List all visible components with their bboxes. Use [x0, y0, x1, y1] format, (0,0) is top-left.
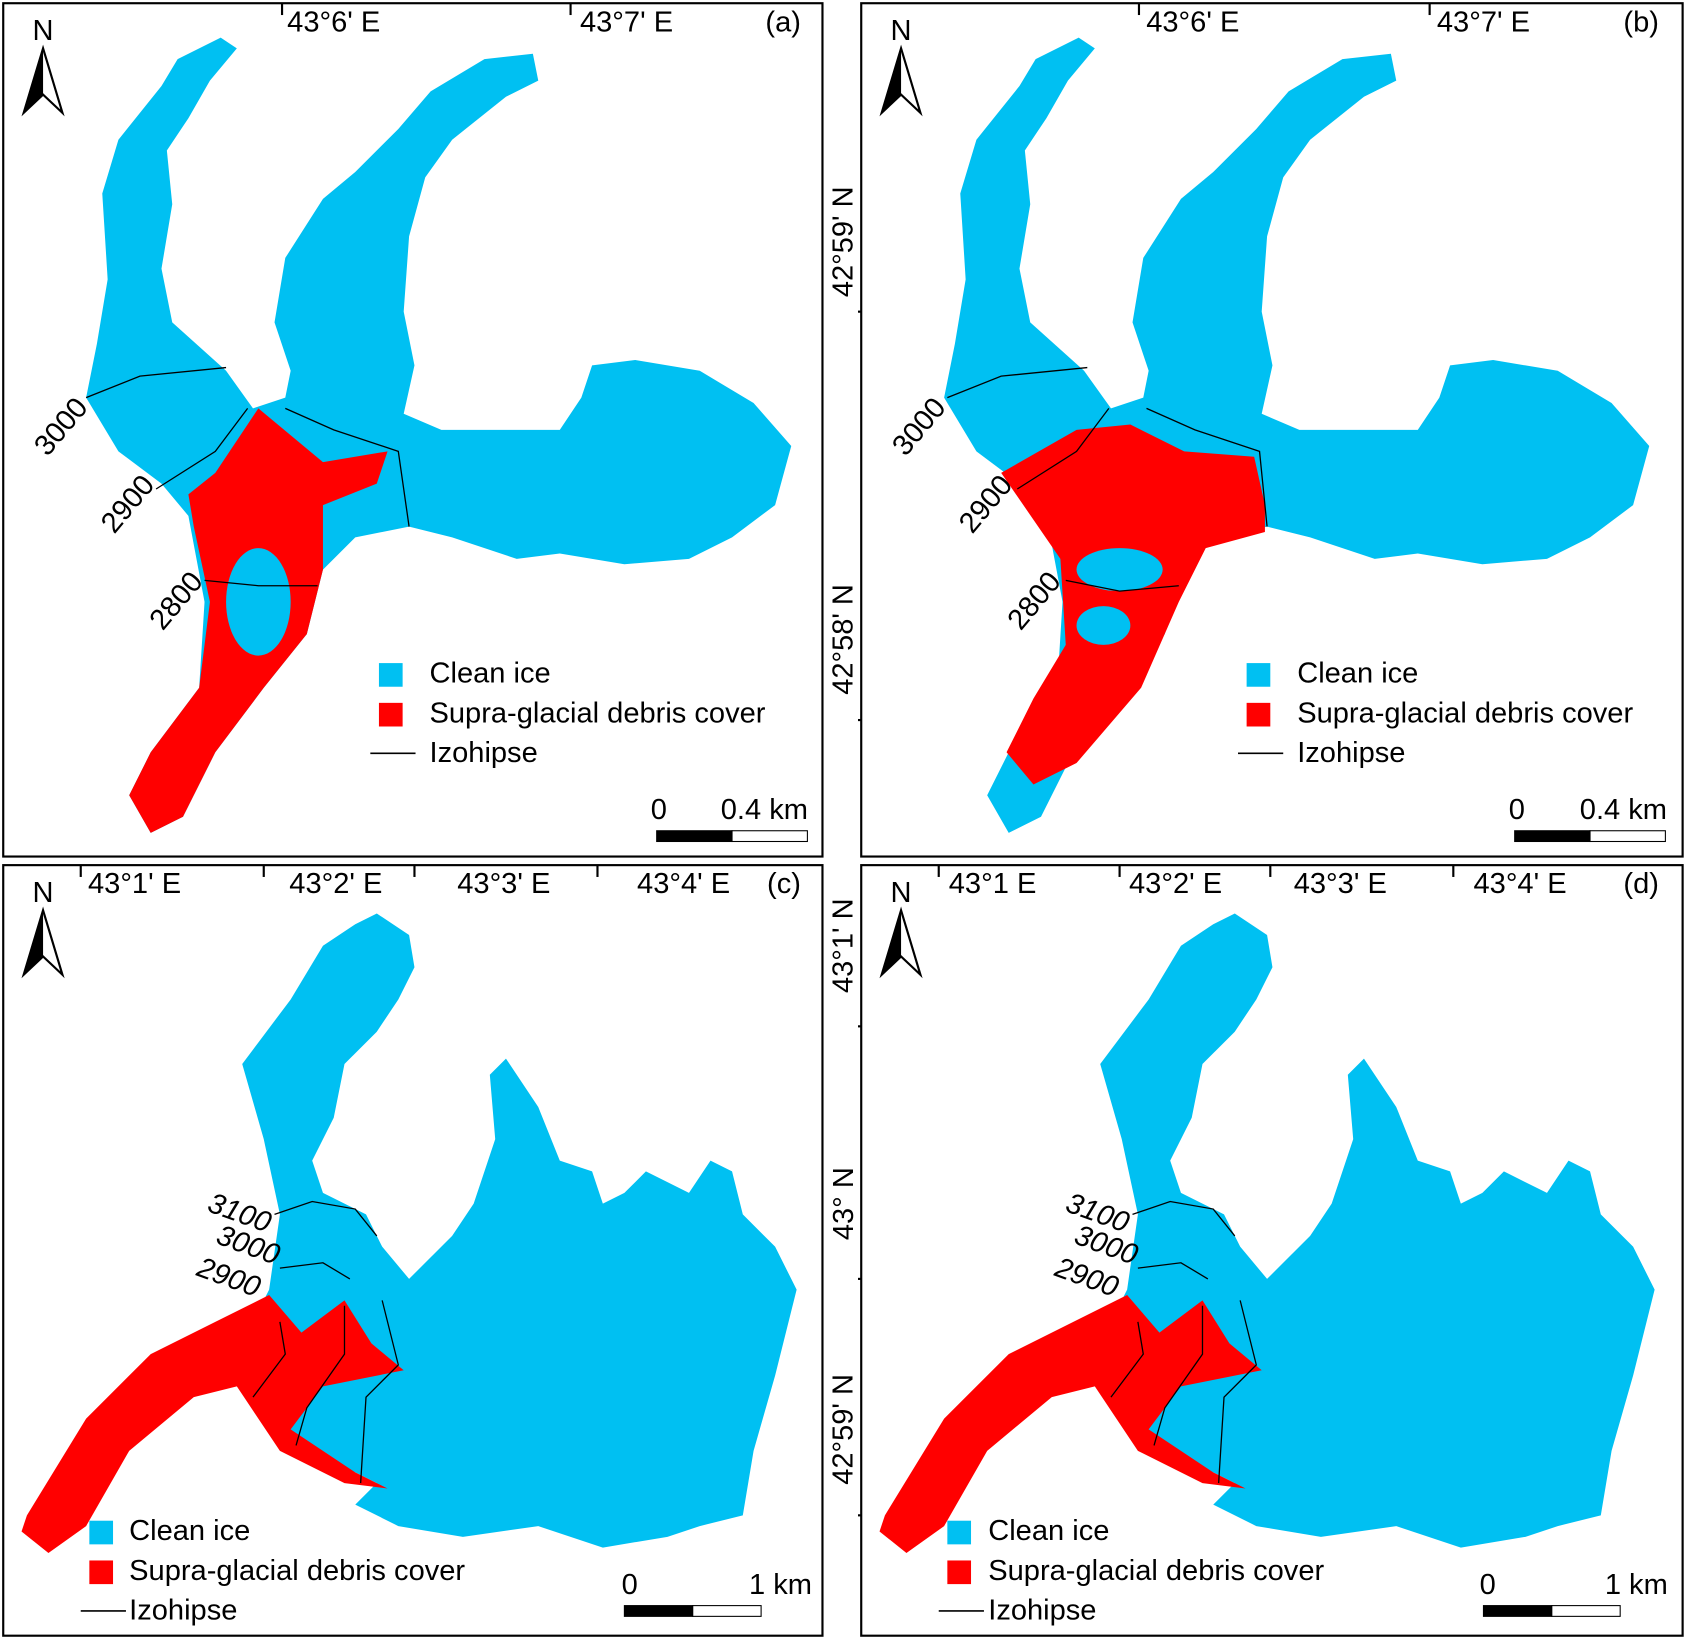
contour-label: 2900	[95, 469, 161, 539]
longitude-label: 43°6' E	[1146, 6, 1239, 38]
legend-label: Clean ice	[1297, 658, 1418, 690]
contour-label: 3000	[28, 392, 94, 462]
legend-label: Clean ice	[129, 1515, 250, 1547]
scale-bar	[692, 1605, 762, 1617]
legend-swatch	[1246, 663, 1271, 687]
panel-frame	[860, 864, 1684, 1637]
scale-label: 0	[651, 794, 667, 826]
scale-bar	[656, 830, 733, 843]
contour-label: 2800	[1002, 566, 1068, 636]
longitude-label: 43°1 E	[949, 868, 1037, 900]
scale-label: 1 km	[1605, 1569, 1668, 1601]
north-arrow-fill	[881, 48, 902, 113]
scale-bar	[1551, 1605, 1621, 1617]
latitude-label: 42°59' N	[828, 1374, 860, 1485]
north-label: N	[33, 877, 54, 909]
legend-swatch	[1246, 702, 1271, 727]
north-arrow-fill	[23, 48, 44, 113]
north-label: N	[33, 15, 54, 47]
panel-frame	[2, 2, 824, 858]
legend-label: Izohipse	[430, 737, 538, 769]
panel-c-map	[20, 912, 798, 1554]
scale-bar	[1589, 830, 1666, 843]
scale-label: 0.4 km	[721, 794, 808, 826]
latitude-label: 43°1' N	[828, 898, 860, 993]
panel-label: (a)	[765, 6, 801, 38]
legend-label: Supra-glacial debris cover	[1297, 697, 1633, 729]
panel-b-map	[944, 37, 1650, 833]
legend-label: Izohipse	[129, 1595, 237, 1627]
north-arrow-fill	[881, 910, 902, 975]
legend-swatch	[89, 1560, 114, 1585]
legend-label: Izohipse	[1297, 737, 1405, 769]
legend-label: Supra-glacial debris cover	[430, 697, 766, 729]
panel-frame	[860, 2, 1684, 858]
longitude-label: 43°7' E	[580, 6, 673, 38]
legend-swatch	[89, 1520, 114, 1545]
contour-label: 3000	[886, 392, 952, 462]
legend-label: Supra-glacial debris cover	[129, 1555, 465, 1587]
latitude-label: 42°59' N	[828, 186, 860, 297]
scale-bar	[623, 1605, 694, 1617]
scale-label: 0.4 km	[1580, 794, 1667, 826]
longitude-label: 43°1' E	[88, 868, 181, 900]
longitude-label: 43°2' E	[1129, 868, 1222, 900]
north-label: N	[891, 877, 912, 909]
latitude-label: 43° N	[828, 1167, 860, 1240]
legend-label: Clean ice	[988, 1515, 1109, 1547]
panel-frame	[2, 864, 824, 1637]
legend-swatch	[947, 1520, 972, 1545]
contour-label: 2800	[144, 566, 210, 636]
legend-label: Supra-glacial debris cover	[988, 1555, 1324, 1587]
legend-swatch	[378, 702, 403, 727]
panel-label: (c)	[767, 868, 801, 900]
longitude-label: 43°7' E	[1437, 6, 1530, 38]
scale-bar	[731, 830, 808, 843]
scale-bar	[1514, 830, 1591, 843]
legend-swatch	[947, 1560, 972, 1585]
longitude-label: 43°2' E	[289, 868, 382, 900]
scale-label: 0	[1480, 1569, 1496, 1601]
legend-swatch	[378, 663, 403, 687]
longitude-label: 43°3' E	[457, 868, 550, 900]
panel-a-map	[85, 37, 792, 833]
scale-bar	[1482, 1605, 1553, 1617]
longitude-label: 43°4' E	[637, 868, 730, 900]
panel-label: (b)	[1623, 6, 1659, 38]
panel-label: (d)	[1623, 868, 1659, 900]
panel-d-map	[878, 912, 1656, 1554]
legend-label: Izohipse	[988, 1595, 1096, 1627]
scale-label: 1 km	[749, 1569, 812, 1601]
longitude-label: 43°6' E	[287, 6, 380, 38]
scale-label: 0	[1509, 794, 1525, 826]
scale-label: 0	[622, 1569, 638, 1601]
longitude-label: 43°4' E	[1474, 868, 1567, 900]
latitude-label: 42°58' N	[828, 584, 860, 695]
north-label: N	[891, 15, 912, 47]
legend-label: Clean ice	[430, 658, 551, 690]
longitude-label: 43°3' E	[1294, 868, 1387, 900]
